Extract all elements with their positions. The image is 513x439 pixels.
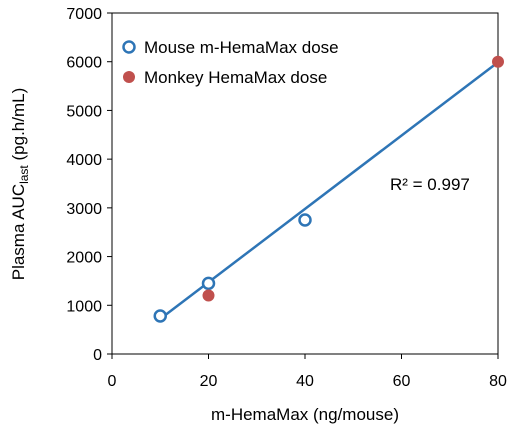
y-axis-ticks: 0 1000 2000 3000 4000 5000 6000 7000 bbox=[66, 6, 112, 364]
mouse-dose-point bbox=[153, 309, 167, 323]
y-tick-label: 6000 bbox=[66, 55, 102, 72]
legend: Mouse m-HemaMax dose Monkey HemaMax dose bbox=[122, 38, 339, 87]
x-tick-label: 40 bbox=[296, 373, 314, 390]
x-axis-ticks: 0 20 40 60 80 bbox=[108, 354, 507, 390]
y-tick-label: 5000 bbox=[66, 103, 102, 120]
x-tick-label: 60 bbox=[393, 373, 411, 390]
legend-label-monkey: Monkey HemaMax dose bbox=[144, 68, 327, 87]
y-axis-title-unit: (pg.h/mL) bbox=[9, 88, 28, 165]
y-tick-label: 3000 bbox=[66, 201, 102, 218]
r-squared-annotation: R² = 0.997 bbox=[390, 175, 470, 194]
monkey-dose-point bbox=[202, 289, 215, 302]
trendline bbox=[159, 61, 499, 320]
y-tick-label: 2000 bbox=[66, 250, 102, 267]
y-axis-title: Plasma AUClast (pg.h/mL) bbox=[9, 88, 31, 281]
mouse-dose-point bbox=[201, 276, 216, 291]
mouse-dose-point bbox=[298, 213, 312, 227]
x-tick-label: 20 bbox=[200, 373, 218, 390]
x-axis-title: m-HemaMax (ng/mouse) bbox=[211, 405, 399, 424]
y-tick-label: 0 bbox=[93, 347, 102, 364]
y-tick-label: 4000 bbox=[66, 152, 102, 169]
data-marks bbox=[153, 55, 504, 323]
y-axis-title-main: Plasma AUC bbox=[9, 184, 28, 280]
y-tick-label: 1000 bbox=[66, 298, 102, 315]
monkey-dose-point bbox=[492, 55, 504, 68]
x-tick-label: 0 bbox=[108, 373, 117, 390]
legend-marker-mouse bbox=[122, 40, 136, 54]
legend-label-mouse: Mouse m-HemaMax dose bbox=[144, 38, 339, 57]
legend-marker-monkey bbox=[123, 71, 135, 83]
y-tick-label: 7000 bbox=[66, 6, 102, 23]
x-tick-label: 80 bbox=[489, 373, 507, 390]
plot-area bbox=[111, 12, 499, 355]
y-axis-title-subscript: last bbox=[17, 165, 31, 184]
